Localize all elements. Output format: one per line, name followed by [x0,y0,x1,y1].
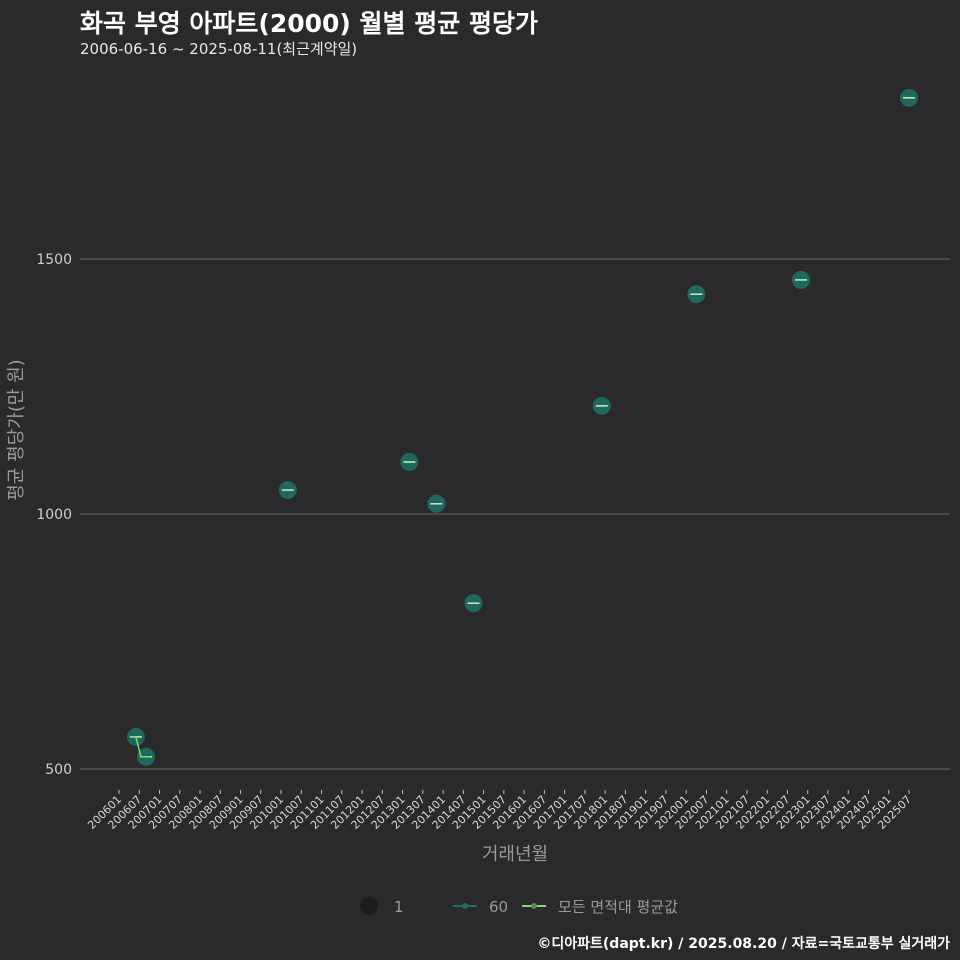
chart-title: 화곡 부영 아파트(2000) 월별 평균 평당가 [80,9,538,38]
legend-size-label: 1 [394,898,404,916]
legend-mean-label: 모든 면적대 평균값 [558,898,678,916]
legend-mean-dot [531,903,537,909]
legend-area-dot [462,903,468,909]
legend-area-label: 60 [489,898,508,916]
y-tick-label: 1500 [36,252,72,268]
y-tick-label: 1000 [36,507,72,523]
legend-size-icon [360,897,378,915]
y-axis-title: 평균 평당가(만 원) [6,359,27,500]
footer-credit: ©디아파트(dapt.kr) / 2025.08.20 / 자료=국토교통부 실… [537,936,950,952]
x-axis-title: 거래년월 [482,844,548,865]
y-tick-label: 500 [45,762,72,778]
mean-line [130,736,152,758]
chart-subtitle: 2006-06-16 ~ 2025-08-11(최근계약일) [80,40,358,58]
